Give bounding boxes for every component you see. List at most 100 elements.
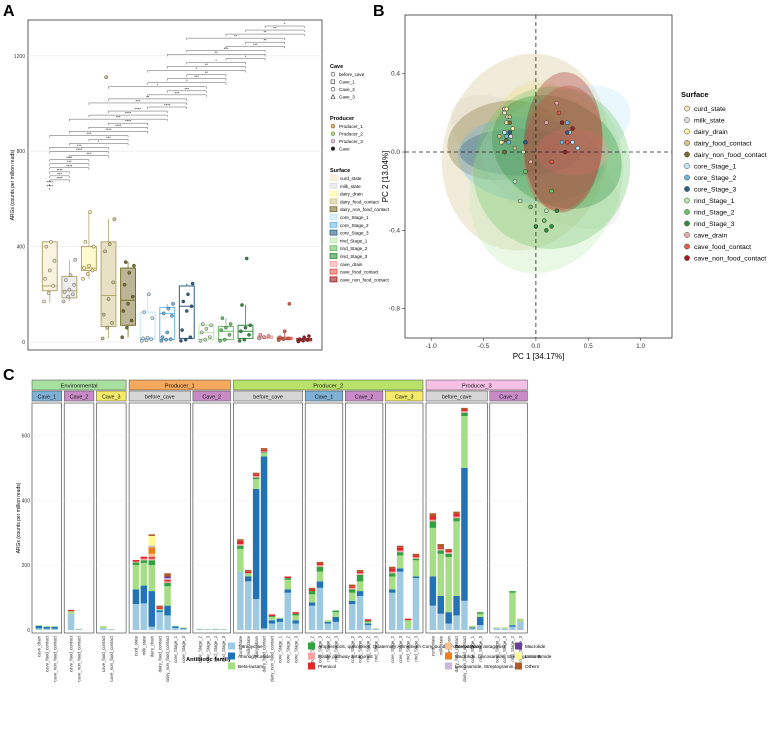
bar-segment-tetracycline: [437, 613, 444, 630]
pca-point: [554, 100, 560, 106]
legend-swatch-macrolide_lsb: [445, 652, 452, 660]
significance-bracket: [167, 90, 207, 93]
significance-bracket: [186, 50, 266, 53]
x-tick-label: -1.0: [426, 343, 438, 350]
bar-segment-phenicol: [429, 516, 437, 520]
x-tick-label: core_Stage_3: [502, 635, 507, 662]
plot-frame: [404, 14, 673, 339]
pca-point: [559, 120, 565, 125]
bar-segment-others: [308, 587, 316, 590]
bar-segment-aminoglycoside: [51, 626, 58, 629]
significance-bracket: [69, 118, 168, 122]
significance-label: **: [215, 50, 219, 55]
y-tick-label: -0.8: [389, 306, 401, 313]
cave-strip: [304, 390, 344, 402]
x-tick-label: core_Stage_2: [350, 635, 355, 662]
data-point: [150, 316, 155, 320]
bar-segment-tetracycline: [67, 613, 75, 630]
significance-label: **: [146, 94, 150, 99]
legend-swatch: [329, 253, 338, 259]
significance-label: *: [98, 139, 100, 144]
y-tick-label: 0.0: [391, 149, 400, 156]
significance-bracket: [167, 54, 266, 57]
bar-segment-tetracycline: [501, 628, 508, 630]
legend-shape: [330, 139, 336, 144]
bar-segment-tetracycline: [372, 629, 380, 630]
bar-segment-others: [148, 534, 155, 536]
legend-swatch-betalactam: [228, 662, 235, 670]
significance-bracket: [49, 163, 90, 166]
bar-segment-betalactam: [237, 548, 244, 572]
data-point: [127, 271, 132, 275]
legend-item: rind_Stage_2: [340, 246, 368, 251]
significance-bracket: [69, 155, 109, 158]
panel-c-stacked-bars: ARGs (counts per million reads) 0 200 400 60…: [16, 379, 552, 682]
bar-segment-tetracycline: [332, 621, 339, 630]
x-tick-label: curd_state: [238, 635, 243, 656]
legend-item: Cave_2: [339, 87, 355, 92]
data-point: [165, 330, 170, 335]
data-point: [240, 303, 244, 307]
pca-point: [556, 110, 562, 116]
legend-item: curd_state: [694, 106, 726, 113]
bar-segment-folate: [461, 411, 468, 413]
bar-segment-aminoglycoside: [412, 576, 420, 579]
legend-shape: [330, 131, 336, 136]
x-tick-label: rind_Stage_2: [213, 635, 218, 661]
bar-segment-others: [260, 448, 268, 450]
data-point: [120, 335, 124, 340]
x-tick-label: cave_food_contact: [44, 635, 49, 672]
significance-label: ***: [57, 171, 62, 176]
bar-segment-folate: [389, 571, 396, 574]
data-point: [142, 310, 146, 314]
x-tick-label: core_Stage_3: [293, 635, 298, 662]
pca-point: [565, 140, 570, 145]
bar-segment-phenicol: [164, 579, 171, 582]
legend-item: rind_Stage_1: [694, 198, 735, 205]
bar-segment-betalactam: [517, 618, 524, 622]
x-tick-label: core_Stage_3: [181, 635, 186, 662]
legend-shape: [330, 124, 336, 129]
legend-dot: [684, 140, 690, 146]
x-tick-label: 0.0: [531, 343, 540, 350]
legend-dot: [684, 186, 690, 192]
bar-segment-tetracycline: [461, 600, 468, 630]
cave-strip-label: Cave_1: [38, 395, 57, 401]
x-tick-label: rind_Stage_2: [366, 635, 371, 661]
significance-label: ***: [106, 135, 111, 140]
x-tick-label: rind_Stage_2: [325, 635, 330, 661]
significance-bracket: [147, 94, 207, 97]
data-point: [64, 278, 68, 282]
bar-segment-phenicol: [356, 571, 364, 574]
bar-segment-folate: [429, 519, 437, 522]
legend-swatch-macrolide: [515, 642, 522, 650]
cave-strip: [128, 390, 191, 402]
y-axis-label: ARGs (counts per million reads): [16, 482, 22, 553]
bar-segment-tetracycline: [308, 605, 316, 630]
legend-dot: [684, 197, 690, 204]
significance-label: ****: [105, 127, 112, 132]
x-tick-label: dairy_non_food_contact: [165, 635, 170, 682]
data-point: [171, 302, 175, 306]
pca-point: [523, 169, 528, 174]
legend-item: Others: [525, 664, 540, 669]
x-tick-label: dairy_drain: [254, 635, 259, 657]
x-tick-label: core_Stage_1: [470, 635, 475, 662]
significance-label: **: [273, 26, 277, 31]
significance-label: ****: [76, 147, 83, 152]
significance-bracket: [49, 171, 70, 174]
bar-segment-tetracycline: [140, 603, 148, 630]
x-tick-label: rind_Stage_3: [478, 635, 483, 661]
panel-b-pca: -1.0 -0.5 0.0 0.5 1.0 -0.8 -0.4 0.0 0.4 PC 1 [34.…: [381, 14, 767, 361]
data-point: [147, 292, 151, 297]
x-tick-label: rind_Stage_2: [406, 635, 411, 661]
bar-segment-tetracycline: [164, 615, 171, 630]
legend-shape: [330, 79, 335, 84]
pca-point: [570, 140, 575, 145]
legend-swatch: [329, 182, 338, 189]
data-point: [145, 335, 150, 340]
pca-point: [562, 149, 568, 155]
cave-strip: [345, 390, 384, 402]
bar-segment-aminoglycoside: [132, 589, 140, 605]
bar-segment-tetracycline: [477, 625, 484, 630]
